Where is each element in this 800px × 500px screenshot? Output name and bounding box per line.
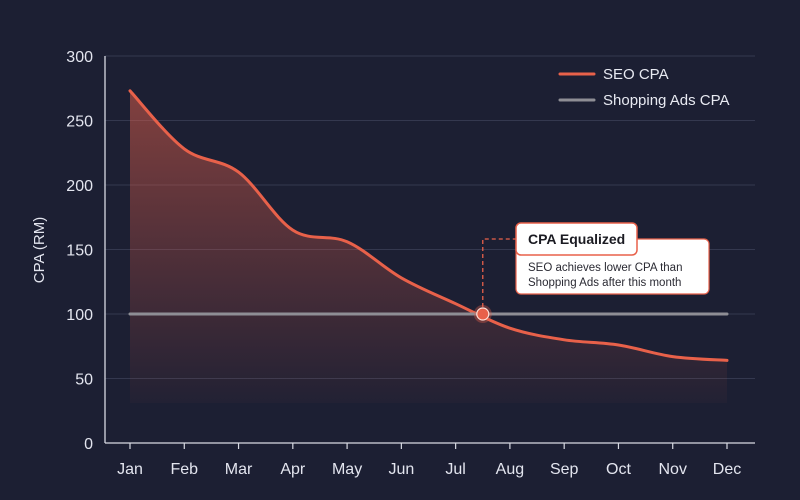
data-point-shopping-ads-cpa-jan	[128, 312, 132, 316]
y-tick-label-250: 250	[66, 114, 93, 131]
data-point-seo-cpa-jul	[454, 302, 458, 306]
legend: SEO CPA Shopping Ads CPA	[558, 66, 729, 109]
y-tick-label-200: 200	[66, 178, 93, 195]
data-point-seo-cpa-may	[345, 240, 349, 244]
data-point-seo-cpa-sep	[562, 338, 566, 342]
data-point-shopping-ads-cpa-oct	[616, 312, 620, 316]
y-tick-label-150: 150	[66, 243, 93, 260]
data-point-shopping-ads-cpa-may	[345, 312, 349, 316]
y-tick-label-50: 50	[75, 372, 93, 389]
data-point-shopping-ads-cpa-nov	[671, 312, 675, 316]
data-point-shopping-ads-cpa-mar	[237, 312, 241, 316]
data-point-shopping-ads-cpa-aug	[508, 312, 512, 316]
y-tick-label-300: 300	[66, 49, 93, 66]
data-point-shopping-ads-cpa-apr	[291, 312, 295, 316]
y-axis-title: CPA (RM)	[31, 217, 48, 283]
y-tick-label-0: 0	[84, 436, 93, 453]
legend-label-seo-cpa: SEO CPA	[603, 66, 669, 83]
data-point-seo-cpa-dec	[725, 358, 729, 362]
seo-cpa-area	[130, 90, 727, 403]
series-lines	[128, 89, 729, 362]
annotation-title: CPA Equalized	[528, 231, 625, 247]
x-tick-label-apr: Apr	[280, 461, 306, 478]
x-tick-label-aug: Aug	[496, 461, 524, 478]
data-point-shopping-ads-cpa-jun	[399, 312, 403, 316]
x-tick-label-jan: Jan	[117, 461, 143, 478]
data-point-seo-cpa-apr	[291, 228, 295, 232]
x-tick-labels: Jan Feb Mar Apr May Jun Jul Aug Sep Oct Nov Dec	[117, 443, 741, 478]
y-tick-label-100: 100	[66, 307, 93, 324]
data-point-seo-cpa-jun	[399, 276, 403, 280]
intersection-marker	[476, 307, 490, 321]
x-tick-label-sep: Sep	[550, 461, 579, 478]
y-tick-labels: 0 50 100 150 200 250 300	[66, 49, 93, 453]
annotation-text-line-2: Shopping Ads after this month	[528, 277, 681, 289]
data-point-seo-cpa-oct	[616, 343, 620, 347]
data-point-shopping-ads-cpa-sep	[562, 312, 566, 316]
data-point-seo-cpa-aug	[508, 326, 512, 330]
data-point-seo-cpa-mar	[237, 170, 241, 174]
x-tick-label-may: May	[332, 461, 362, 478]
x-tick-label-dec: Dec	[713, 461, 741, 478]
x-tick-label-oct: Oct	[606, 461, 631, 478]
annotation-text-line-1: SEO achieves lower CPA than	[528, 262, 682, 274]
data-point-seo-cpa-feb	[182, 147, 186, 151]
legend-label-shopping-ads-cpa: Shopping Ads CPA	[603, 92, 729, 109]
data-point-shopping-ads-cpa-feb	[182, 312, 186, 316]
data-point-shopping-ads-cpa-dec	[725, 312, 729, 316]
x-tick-label-jun: Jun	[388, 461, 414, 478]
annotation-leader-line	[482, 238, 516, 307]
cpa-equalized-annotation: CPA Equalized SEO achieves lower CPA tha…	[473, 222, 710, 323]
annotation-title-box	[515, 222, 638, 256]
x-tick-label-feb: Feb	[170, 461, 198, 478]
data-point-seo-cpa-nov	[671, 355, 675, 359]
data-point-shopping-ads-cpa-jul	[454, 312, 458, 316]
x-tick-label-mar: Mar	[225, 461, 253, 478]
series-line-seo-cpa	[128, 89, 729, 362]
axes	[104, 56, 755, 444]
x-tick-label-nov: Nov	[659, 461, 687, 478]
x-tick-label-jul: Jul	[445, 461, 465, 478]
data-point-seo-cpa-jan	[128, 89, 132, 93]
